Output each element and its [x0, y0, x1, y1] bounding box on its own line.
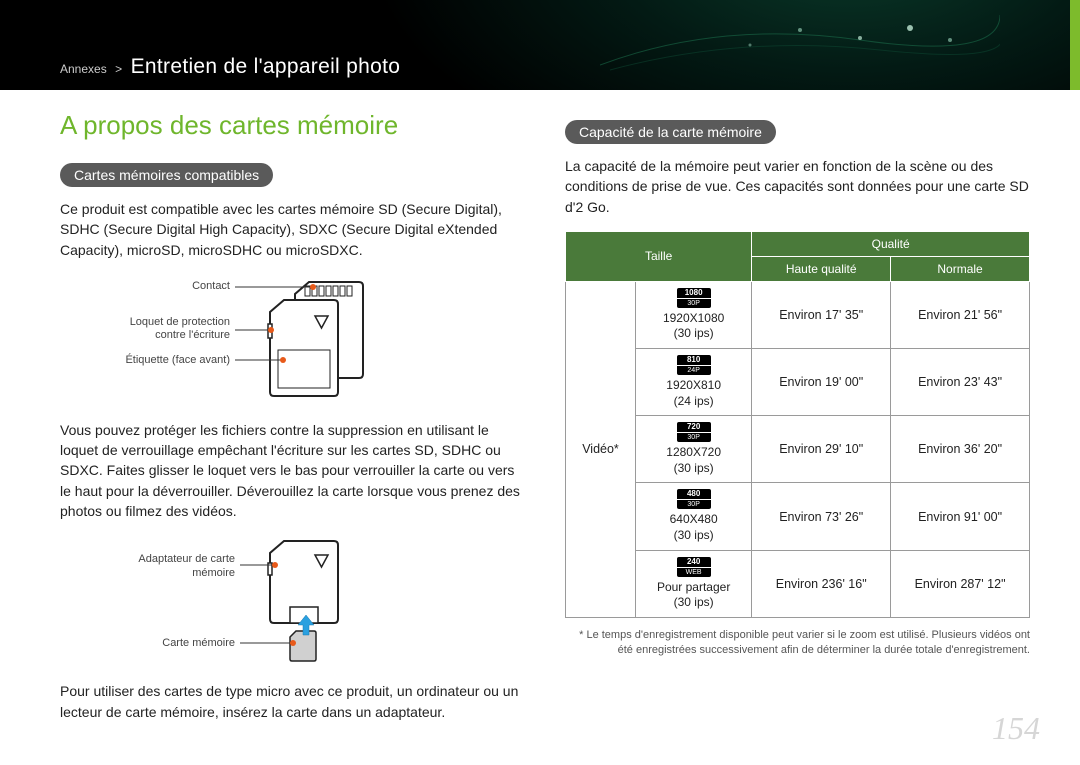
intro-capacity: La capacité de la mémoire peut varier en…: [565, 156, 1030, 217]
adapter-label: Adaptateur de carte mémoire: [110, 553, 235, 579]
cell-hq: Environ 19' 00": [752, 349, 891, 416]
breadcrumb-parent: Annexes: [60, 62, 107, 76]
th-qualite: Qualité: [752, 231, 1030, 256]
cell-size: 72030P1280X720(30 ips): [636, 416, 752, 483]
cell-size: 108030P1920X1080(30 ips): [636, 281, 752, 348]
sd-label-contact: Contact: [115, 280, 230, 293]
row-group-label: Vidéo*: [566, 281, 636, 617]
cell-normale: Environ 21' 56": [891, 281, 1030, 348]
breadcrumb-separator: >: [115, 62, 122, 76]
cell-size: 81024P1920X810(24 ips): [636, 349, 752, 416]
table-row: 72030P1280X720(30 ips)Environ 29' 10"Env…: [566, 416, 1030, 483]
cell-normale: Environ 287' 12": [891, 550, 1030, 617]
th-normale: Normale: [891, 256, 1030, 281]
th-hq: Haute qualité: [752, 256, 891, 281]
section-pill-compatible: Cartes mémoires compatibles: [60, 163, 273, 187]
table-row: 48030P640X480(30 ips)Environ 73' 26"Envi…: [566, 483, 1030, 550]
diagram-dot: [268, 327, 274, 333]
cell-hq: Environ 29' 10": [752, 416, 891, 483]
micro-card-label: Carte mémoire: [120, 637, 235, 650]
sd-label-lock: Loquet de protection contre l'écriture: [100, 316, 230, 342]
cell-hq: Environ 73' 26": [752, 483, 891, 550]
cell-normale: Environ 36' 20": [891, 416, 1030, 483]
intro-compatible: Ce produit est compatible avec les carte…: [60, 199, 525, 260]
table-row: 240WEBPour partager(30 ips)Environ 236' …: [566, 550, 1030, 617]
right-column: Capacité de la carte mémoire La capacité…: [565, 110, 1030, 735]
cell-normale: Environ 23' 43": [891, 349, 1030, 416]
section-pill-capacity: Capacité de la carte mémoire: [565, 120, 776, 144]
adapter-diagram: Adaptateur de carte mémoire Carte mémoir…: [60, 535, 440, 665]
resolution-icon: 72030P: [677, 422, 711, 442]
cell-normale: Environ 91' 00": [891, 483, 1030, 550]
lock-text: Vous pouvez protéger les fichiers contre…: [60, 420, 525, 521]
cell-size: 240WEBPour partager(30 ips): [636, 550, 752, 617]
cell-size: 48030P640X480(30 ips): [636, 483, 752, 550]
page-title: A propos des cartes mémoire: [60, 110, 525, 141]
micro-text: Pour utiliser des cartes de type micro a…: [60, 681, 525, 722]
resolution-icon: 81024P: [677, 355, 711, 375]
cell-hq: Environ 17' 35": [752, 281, 891, 348]
sd-card-diagram: Contact Loquet de protection contre l'éc…: [60, 274, 440, 404]
green-edge-stripe: [1070, 0, 1080, 90]
capacity-table: Taille Qualité Haute qualité Normale Vid…: [565, 231, 1030, 618]
sd-label-front: Étiquette (face avant): [100, 354, 230, 367]
table-row: Vidéo*108030P1920X1080(30 ips)Environ 17…: [566, 281, 1030, 348]
th-taille: Taille: [566, 231, 752, 281]
resolution-icon: 240WEB: [677, 557, 711, 577]
diagram-dot: [310, 284, 316, 290]
page-number: 154: [992, 710, 1040, 747]
resolution-icon: 108030P: [677, 288, 711, 308]
diagram-dot: [280, 357, 286, 363]
header-decoration: [600, 10, 1000, 80]
page-body: A propos des cartes mémoire Cartes mémoi…: [60, 110, 1030, 735]
breadcrumb-current: Entretien de l'appareil photo: [131, 55, 401, 78]
left-column: A propos des cartes mémoire Cartes mémoi…: [60, 110, 525, 735]
resolution-icon: 48030P: [677, 489, 711, 509]
breadcrumb: Annexes > Entretien de l'appareil photo: [60, 55, 400, 79]
cell-hq: Environ 236' 16": [752, 550, 891, 617]
table-row: 81024P1920X810(24 ips)Environ 19' 00"Env…: [566, 349, 1030, 416]
table-footnote: * Le temps d'enregistrement disponible p…: [565, 628, 1030, 658]
